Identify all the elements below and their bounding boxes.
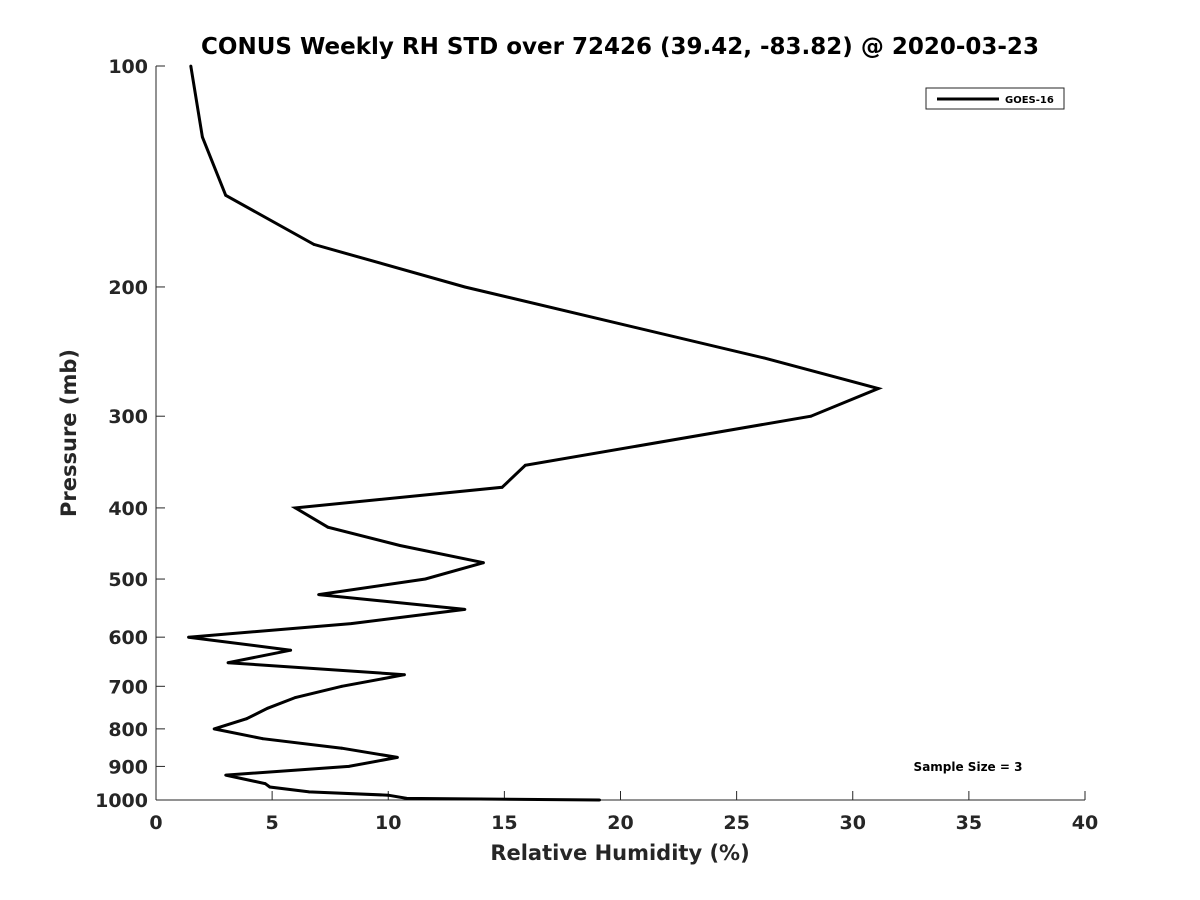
y-tick-label: 100 bbox=[108, 56, 148, 78]
x-tick-label: 0 bbox=[149, 812, 162, 834]
data-point bbox=[396, 756, 399, 759]
x-tick-label: 10 bbox=[375, 812, 401, 834]
data-point bbox=[263, 782, 267, 785]
data-point bbox=[349, 622, 353, 625]
data-point bbox=[482, 561, 485, 565]
legend: GOES-16 bbox=[925, 87, 1065, 110]
legend-entry-goes-16: GOES-16 bbox=[1005, 95, 1054, 106]
chart-title: CONUS Weekly RH STD over 72426 (39.42, -… bbox=[201, 34, 1039, 60]
y-tick-label: 300 bbox=[108, 406, 148, 428]
x-tick-label: 40 bbox=[1072, 812, 1098, 834]
x-tick-label: 30 bbox=[840, 812, 866, 834]
data-point bbox=[463, 285, 467, 289]
y-tick-label: 200 bbox=[108, 277, 148, 299]
data-point bbox=[403, 673, 406, 677]
y-tick-label: 400 bbox=[108, 498, 148, 520]
y-tick-label: 800 bbox=[108, 719, 148, 741]
data-point bbox=[312, 243, 316, 246]
sample-size-annotation: Sample Size = 3 bbox=[914, 760, 1023, 774]
data-point bbox=[307, 790, 311, 794]
x-tick-label: 35 bbox=[956, 812, 982, 834]
series-line-goes-16 bbox=[188, 65, 883, 802]
data-point bbox=[763, 356, 766, 360]
y-ticks: 100 200 300 400 500 600 700 800 900 1000 bbox=[95, 56, 165, 812]
y-tick-label: 1000 bbox=[95, 790, 148, 812]
data-point bbox=[523, 463, 527, 467]
series-points bbox=[187, 64, 880, 802]
data-point bbox=[261, 737, 265, 741]
y-tick-label: 900 bbox=[108, 756, 148, 778]
data-point bbox=[809, 414, 813, 418]
data-point bbox=[347, 765, 351, 768]
data-point bbox=[340, 746, 344, 750]
data-point bbox=[598, 798, 601, 802]
data-point bbox=[294, 506, 297, 510]
data-point bbox=[386, 793, 390, 797]
y-axis-label: Pressure (mb) bbox=[57, 349, 81, 517]
x-tick-label: 5 bbox=[266, 812, 279, 834]
data-point bbox=[187, 635, 190, 639]
data-point bbox=[876, 387, 880, 390]
data-point bbox=[189, 64, 193, 68]
data-point bbox=[226, 661, 230, 665]
x-tick-label: 15 bbox=[491, 812, 517, 834]
x-tick-label: 25 bbox=[723, 812, 749, 834]
data-point bbox=[500, 485, 504, 489]
data-point bbox=[317, 593, 320, 596]
data-point bbox=[463, 608, 467, 611]
data-point bbox=[289, 648, 293, 652]
y-tick-label: 600 bbox=[108, 627, 148, 649]
x-tick-label: 20 bbox=[607, 812, 633, 834]
data-point bbox=[424, 577, 427, 581]
y-tick-label: 700 bbox=[108, 676, 148, 698]
data-point bbox=[224, 193, 228, 197]
x-ticks: 0 5 10 15 20 25 30 35 40 bbox=[149, 791, 1098, 834]
data-point bbox=[245, 717, 249, 721]
x-axis-label: Relative Humidity (%) bbox=[490, 841, 749, 865]
data-point bbox=[268, 785, 272, 789]
data-point bbox=[212, 727, 216, 731]
data-point bbox=[224, 773, 228, 777]
data-point bbox=[340, 684, 344, 688]
y-tick-label: 500 bbox=[108, 569, 148, 591]
data-point bbox=[398, 544, 402, 547]
data-point bbox=[266, 706, 269, 710]
data-point bbox=[294, 696, 297, 699]
data-point bbox=[201, 135, 204, 139]
data-point bbox=[405, 797, 409, 800]
data-point bbox=[326, 525, 330, 529]
